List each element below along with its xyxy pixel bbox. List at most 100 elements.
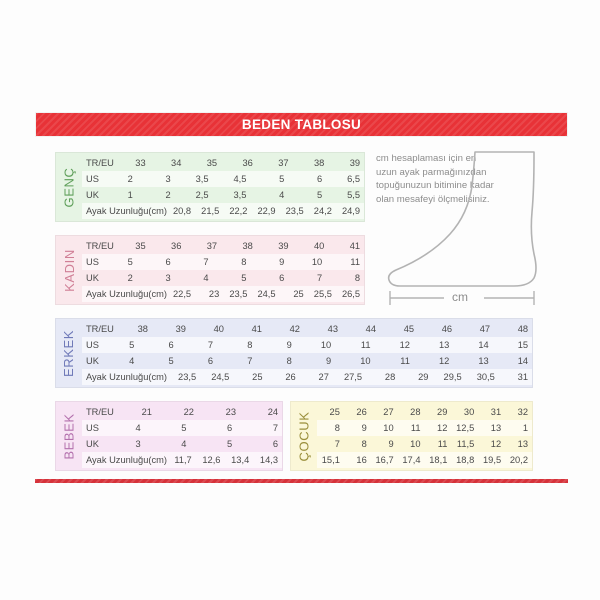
size-table-bebek: BEBEK TR/EU 21 22 23 24 US 4 5 6 7 UK 3 4 5 6 Ayak Uzun… [55,401,283,471]
table-rows-cocuk: 25 26 27 28 29 30 31 32 8 9 10 11 12 12,5 13 1 7 8 9 10 11 11… [317,402,532,470]
table-cell: 40 [313,241,325,251]
table-cell: 35 [206,158,218,168]
table-cell: 20,8 [173,206,192,216]
table-cell: 14 [517,356,529,366]
table-cell: 13 [517,439,528,449]
table-label-kadin: KADIN [61,248,77,292]
table-cell: 48 [517,324,529,334]
table-cell: 26,5 [341,289,361,299]
table-cell: 18,1 [429,455,448,465]
table-cell: 9 [326,356,332,366]
table-cell: 2 [165,190,171,200]
table-row: UK 4 5 6 7 8 9 10 11 12 13 14 [82,353,532,369]
table-cell: 21 [141,407,152,417]
size-table-kadin: KADIN TR/EU 35 36 37 38 39 40 41 US 5 6 7 8 9 10 11 UK 2 3… [55,235,365,305]
table-row: Ayak Uzunluğu(cm) 20,8 21,5 22,2 22,9 23,5 24,… [82,203,364,219]
table-cell: 5 [241,273,247,283]
table-cell: 17,4 [402,455,421,465]
row-cells: 21 22 23 24 [114,407,282,417]
table-cell: 6,5 [347,174,361,184]
table-row: Ayak Uzunluğu(cm) 23,5 24,5 25 26 27 27,5 28 29 2… [82,369,532,385]
table-cell: 34 [171,158,182,168]
size-table-erkek: ERKEK TR/EU 38 39 40 41 42 43 44 45 46 47 48 US 5 6 7 8 9… [55,318,533,388]
table-cell: 11,7 [174,455,192,465]
table-label-erkek: ERKEK [61,329,77,377]
table-label-genc: GENÇ [61,167,77,207]
table-cell: 24 [267,407,279,417]
table-rows-bebek: TR/EU 21 22 23 24 US 4 5 6 7 UK 3 4 5 6 Ayak Uzunluğu(c… [82,402,282,470]
table-cell: 11 [410,423,421,433]
table-cell: 4 [279,190,285,200]
table-cell: 25,5 [313,289,332,299]
row-cells: 3 4 5 6 [99,439,282,449]
table-cell: 8 [334,423,340,433]
table-cell: 10 [320,340,332,350]
row-label: Ayak Uzunluğu(cm) [86,372,167,382]
table-cell: 8 [354,273,361,283]
table-row: UK 1 2 2,5 3,5 4 5 5,5 [82,187,364,203]
header-bar: BEDEN TABLOSU [35,112,568,137]
table-cell: 6 [272,439,278,449]
table-cell: 14 [478,340,489,350]
table-cell: 23,5 [178,372,197,382]
table-cell: 29 [437,407,448,417]
table-cell: 24,9 [341,206,361,216]
table-cell: 8 [247,340,253,350]
table-cell: 44 [365,324,377,334]
table-cell: 18,8 [456,455,475,465]
row-label: UK [86,273,99,283]
table-cell: 5 [168,356,174,366]
table-cell: 12 [437,423,448,433]
table-cell: 5 [181,423,187,433]
cm-measure-label: cm [452,290,468,304]
row-label: US [86,257,99,267]
row-label: US [86,174,99,184]
table-cell: 31 [517,372,529,382]
table-cell: 1 [522,423,528,433]
table-cell: 22,9 [257,206,276,216]
table-cell: 47 [479,324,491,334]
table-cell: 6 [279,273,285,283]
table-cell: 27 [318,372,329,382]
row-cells: 25 26 27 28 29 30 31 32 [317,407,532,417]
table-cell: 4 [203,273,209,283]
table-cell: 39 [175,324,186,334]
table-cell: 7 [247,356,253,366]
table-cell: 13 [490,423,502,433]
table-cell: 2 [127,174,133,184]
table-cell: 32 [517,407,528,417]
size-table-cocuk: ÇOCUK 25 26 27 28 29 30 31 32 8 9 10 11 12 12,5 13 1 7 8 9… [290,401,533,471]
table-cell: 3,5 [233,190,247,200]
table-cell: 30,5 [476,372,495,382]
table-cell: 38 [313,158,325,168]
table-row: TR/EU 21 22 23 24 [82,404,282,420]
table-cell: 1 [127,190,133,200]
table-cell: 28 [410,407,421,417]
table-row: 15,1 16 16,7 17,4 18,1 18,8 19,5 20,2 [317,452,532,468]
table-cell: 16 [356,455,367,465]
table-cell: 26 [285,372,296,382]
measurement-instructions: cm hesaplaması için en uzun ayak parmağı… [376,153,494,205]
table-cell: 23 [225,407,236,417]
table-cell: 16,7 [375,455,394,465]
table-cell: 11,5 [456,439,475,449]
table-cell: 11 [437,439,448,449]
table-cell: 45 [403,324,415,334]
table-row: 25 26 27 28 29 30 31 32 [317,404,532,420]
table-label-cocuk: ÇOCUK [296,411,312,461]
table-cell: 9 [279,257,285,267]
table-cell: 5 [127,257,133,267]
table-cell: 22 [183,407,194,417]
table-row: Ayak Uzunluğu(cm) 22,5 23 23,5 24,5 25 25,5 26,… [82,286,364,302]
table-cell: 25 [293,289,304,299]
table-cell: 7 [317,273,323,283]
table-cell: 38 [137,324,148,334]
table-cell: 4 [129,356,135,366]
table-cell: 11 [360,340,371,350]
table-cell: 25 [252,372,263,382]
table-cell: 21,5 [201,206,220,216]
table-row: US 4 5 6 7 [82,420,282,436]
table-row: UK 3 4 5 6 [82,436,282,452]
row-cells: 33 34 35 36 37 38 39 [114,158,364,168]
